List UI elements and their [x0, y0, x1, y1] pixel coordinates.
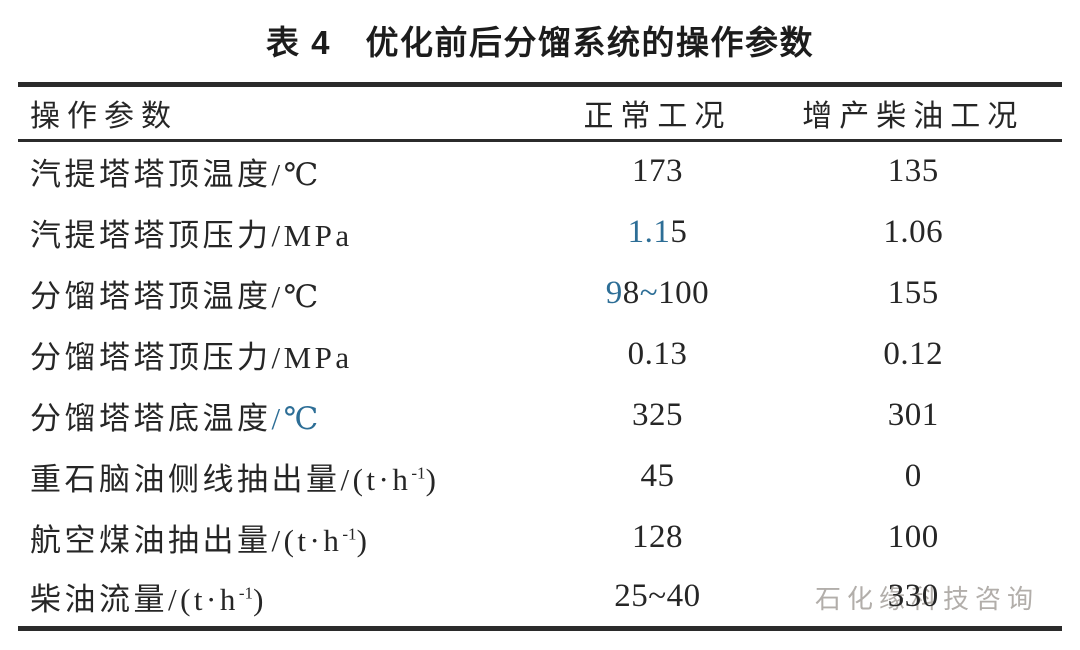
value-segment: 1.06 [883, 213, 944, 250]
value-segment: 325 [631, 396, 683, 433]
value-segment: -1 [411, 463, 426, 483]
value-segment: 0.12 [883, 335, 944, 372]
value-segment: 9 [605, 274, 623, 311]
value-segment: 8 [622, 274, 640, 311]
value-segment: /℃ [271, 400, 322, 436]
table-row: 航空煤油抽出量/(t·h-1) 128 100 [18, 507, 1062, 568]
parameter-label: 汽提塔塔顶压力/MPa [18, 202, 550, 263]
diesel-condition-value: 155 [764, 263, 1062, 324]
value-segment: 1.1 [627, 213, 671, 250]
watermark-text: 石化缘科技咨询 [815, 585, 1040, 614]
value-segment: 汽提塔塔顶温度/℃ [30, 157, 322, 193]
value-segment: -1 [342, 524, 357, 544]
value-segment: -1 [238, 583, 254, 603]
value-segment: 25~40 [614, 578, 701, 615]
value-segment: 45 [640, 457, 675, 494]
parameter-label: 汽提塔塔顶温度/℃ [18, 141, 550, 202]
value-segment: 128 [631, 518, 683, 555]
normal-condition-value: 0.13 [550, 324, 764, 385]
parameter-label: 重石脑油侧线抽出量/(t·h-1) [18, 446, 550, 507]
diesel-condition-value: 135 [764, 141, 1062, 202]
normal-condition-value: 98~100 [550, 263, 764, 324]
header-parameter: 操作参数 [18, 84, 551, 142]
value-segment: 分馏塔塔顶温度/℃ [30, 278, 322, 314]
parameter-label: 分馏塔塔顶压力/MPa [18, 324, 550, 385]
value-segment: 柴油流量/(t·h [30, 582, 239, 618]
normal-condition-value: 45 [550, 446, 764, 507]
parameters-table: 操作参数 正常工况 增产柴油工况 汽提塔塔顶温度/℃ 173 135 汽提塔塔顶压力/… [18, 82, 1062, 631]
diesel-condition-value: 1.06 [764, 202, 1062, 263]
table-row: 重石脑油侧线抽出量/(t·h-1) 45 0 [18, 446, 1062, 507]
header-normal-condition: 正常工况 [550, 84, 765, 142]
diesel-condition-value: 0 [764, 446, 1062, 507]
value-segment: 155 [887, 274, 939, 311]
value-segment: 航空煤油抽出量/(t·h [30, 522, 343, 558]
value-segment: 0 [904, 457, 922, 494]
value-segment: 汽提塔塔顶压力/MPa [30, 217, 353, 253]
table-title: 表 4 优化前后分馏系统的操作参数 [265, 24, 815, 61]
value-segment: 135 [887, 153, 939, 190]
header-diesel-condition: 增产柴油工况 [764, 84, 1062, 142]
value-segment: ) [253, 582, 267, 618]
value-segment: ) [356, 522, 371, 558]
diesel-condition-value: 330 [764, 568, 1062, 629]
parameter-label: 分馏塔塔底温度/℃ [18, 385, 550, 446]
table-row: 分馏塔塔顶压力/MPa 0.13 0.12 [18, 324, 1062, 385]
value-segment: 330 [887, 578, 939, 615]
value-segment: 100 [887, 518, 939, 555]
diesel-condition-value: 301 [764, 385, 1062, 446]
normal-condition-value: 325 [550, 385, 764, 446]
normal-condition-value: 1.15 [550, 202, 764, 263]
normal-condition-value: 25~40 [550, 568, 764, 629]
diesel-condition-value: 100 [764, 507, 1062, 568]
value-segment: 301 [887, 396, 939, 433]
table-row: 柴油流量/(t·h-1) 25~40 330 [18, 568, 1062, 629]
parameter-label: 柴油流量/(t·h-1) [18, 568, 550, 629]
value-segment: 重石脑油侧线抽出量/(t·h [30, 461, 412, 497]
table-row: 汽提塔塔顶温度/℃ 173 135 [18, 141, 1062, 202]
value-segment: 100 [658, 274, 710, 311]
value-segment: 173 [631, 153, 683, 190]
value-segment: 分馏塔塔顶压力/MPa [30, 339, 353, 375]
value-segment: 0.13 [627, 335, 688, 372]
normal-condition-value: 173 [550, 141, 764, 202]
parameter-label: 分馏塔塔顶温度/℃ [18, 263, 550, 324]
table-row: 分馏塔塔顶温度/℃ 98~100 155 [18, 263, 1062, 324]
table-row: 汽提塔塔顶压力/MPa 1.15 1.06 [18, 202, 1062, 263]
value-segment: 5 [670, 213, 688, 250]
diesel-condition-value: 0.12 [764, 324, 1062, 385]
value-segment: ~ [639, 274, 659, 311]
table-row: 分馏塔塔底温度/℃ 325 301 [18, 385, 1062, 446]
header-row: 操作参数 正常工况 增产柴油工况 [18, 84, 1062, 142]
value-segment: ) [425, 461, 440, 497]
value-segment: 分馏塔塔底温度 [30, 400, 272, 436]
table-body: 汽提塔塔顶温度/℃ 173 135 汽提塔塔顶压力/MPa 1.15 1.06 分馏塔塔顶温… [18, 141, 1062, 629]
normal-condition-value: 128 [550, 507, 764, 568]
parameter-label: 航空煤油抽出量/(t·h-1) [18, 507, 550, 568]
